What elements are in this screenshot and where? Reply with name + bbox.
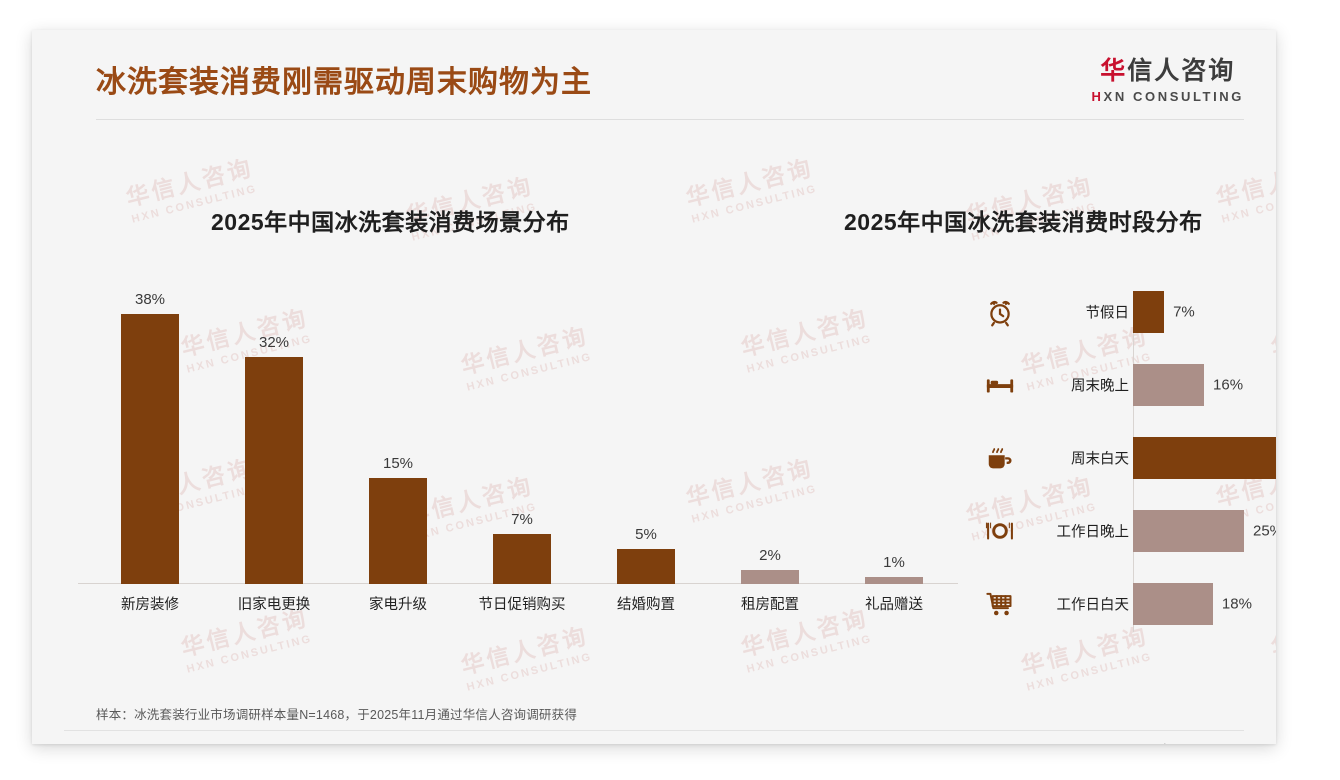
bar-row: 周末晚上 16%: [972, 363, 1272, 407]
horizontal-bar[interactable]: [1133, 364, 1205, 406]
bar-category-label: 节假日: [1085, 305, 1130, 322]
logo-cn-red-char: 华: [1100, 57, 1128, 85]
shopping-cart-icon: [983, 587, 1017, 621]
left-chart-title: 2025年中国冰洗套装消费场景分布: [211, 209, 570, 235]
right-chart-title: 2025年中国冰洗套装消费时段分布: [844, 209, 1203, 235]
column-bar[interactable]: [369, 477, 427, 584]
column-bar[interactable]: [865, 576, 923, 584]
bar-value-label: 18%: [1221, 595, 1252, 613]
column-category-label: 新房装修: [121, 597, 179, 613]
sample-footnote: 样本：冰洗套装行业市场调研样本量N=1468，于2025年11月通过华信人咨询调…: [96, 708, 578, 722]
column-value-label: 32%: [258, 333, 290, 351]
column-category-label: 租房配置: [741, 597, 799, 613]
column-group: 5% 结婚购置: [584, 276, 708, 616]
header-divider: [96, 119, 1244, 120]
column-category-label: 节日促销购买: [478, 597, 566, 613]
column-bar[interactable]: [617, 548, 675, 584]
horizontal-bar[interactable]: [1133, 437, 1276, 479]
charts-area: 2025年中国冰洗套装消费场景分布 2025年中国冰洗套装消费时段分布 38% 新…: [32, 30, 1276, 744]
column-value-label: 15%: [382, 454, 414, 472]
footer-divider: [64, 730, 1244, 731]
logo-english-text: HXN CONSULTING: [1092, 89, 1244, 104]
bar-row: 工作日晚上 25%: [972, 509, 1276, 553]
website-text: www.hxrcon.com: [1134, 742, 1228, 744]
logo-en-rest: XN CONSULTING: [1103, 88, 1244, 104]
consumption-scenario-column-chart: 38% 新房装修 32% 旧家电更换 15% 家电升级 7% 节日促销购买 5% 结婚购置 2% 租房…: [78, 276, 958, 616]
column-group: 38% 新房装修: [88, 276, 212, 616]
bar-category-label: 工作日晚上: [1056, 524, 1130, 541]
column-group: 15% 家电升级: [336, 276, 460, 616]
bar-category-label: 工作日白天: [1056, 597, 1130, 614]
bar-category-label: 周末晚上: [1071, 378, 1129, 395]
column-value-label: 7%: [511, 511, 533, 529]
logo-cn-rest: 信人咨询: [1127, 57, 1236, 85]
horizontal-bar[interactable]: [1133, 510, 1244, 552]
alarm-clock-icon: [983, 295, 1017, 329]
horizontal-bar[interactable]: [1133, 583, 1213, 625]
column-bar[interactable]: [245, 356, 303, 584]
company-logo: 华信人咨询 HXN CONSULTING: [1092, 57, 1244, 104]
column-category-label: 旧家电更换: [237, 597, 311, 613]
coffee-cup-icon: [983, 441, 1017, 475]
copyright-text: ©2026.1 HXR华信人咨询: [96, 742, 236, 744]
column-category-label: 家电升级: [369, 597, 427, 613]
column-bar[interactable]: [493, 534, 551, 584]
logo-en-red-char: H: [1091, 88, 1104, 104]
bed-icon: [983, 368, 1017, 402]
column-value-label: 38%: [134, 291, 166, 309]
column-category-label: 礼品赠送: [865, 597, 923, 613]
bar-row: 工作日白天 18%: [972, 582, 1272, 626]
plate-cutlery-icon: [983, 514, 1017, 548]
bar-value-label: 7%: [1173, 303, 1195, 321]
page-title: 冰洗套装消费刚需驱动周末购物为主: [96, 66, 592, 99]
column-group: 7% 节日促销购买: [460, 276, 584, 616]
column-group: 32% 旧家电更换: [212, 276, 336, 616]
column-category-label: 结婚购置: [617, 597, 675, 613]
bar-value-label: 16%: [1213, 376, 1244, 394]
consumption-time-bar-chart: 节假日 7% 周末晚上 16% 周末白天34% 工作日晚上 25% 工作日白天 18%: [972, 286, 1276, 646]
column-group: 1% 礼品赠送: [832, 276, 956, 616]
column-value-label: 5%: [635, 525, 657, 543]
logo-chinese-text: 华信人咨询: [1092, 57, 1244, 86]
horizontal-bar[interactable]: [1133, 291, 1165, 333]
column-value-label: 2%: [759, 546, 781, 564]
slide-card: 华信人咨询 HXN CONSULTING 华信人咨询 HXN CONSULTING 华信…: [32, 30, 1276, 744]
slide-header: 冰洗套装消费刚需驱动周末购物为主 华信人咨询 HXN CONSULTING: [32, 30, 1276, 122]
bar-row: 周末白天34%: [972, 436, 1276, 480]
bar-category-label: 周末白天: [1071, 451, 1129, 468]
bar-value-label: 25%: [1253, 522, 1276, 540]
column-bar[interactable]: [121, 314, 179, 584]
column-value-label: 1%: [883, 553, 905, 571]
bar-row: 节假日 7%: [972, 290, 1272, 334]
column-group: 2% 租房配置: [708, 276, 832, 616]
column-bar[interactable]: [741, 569, 799, 584]
